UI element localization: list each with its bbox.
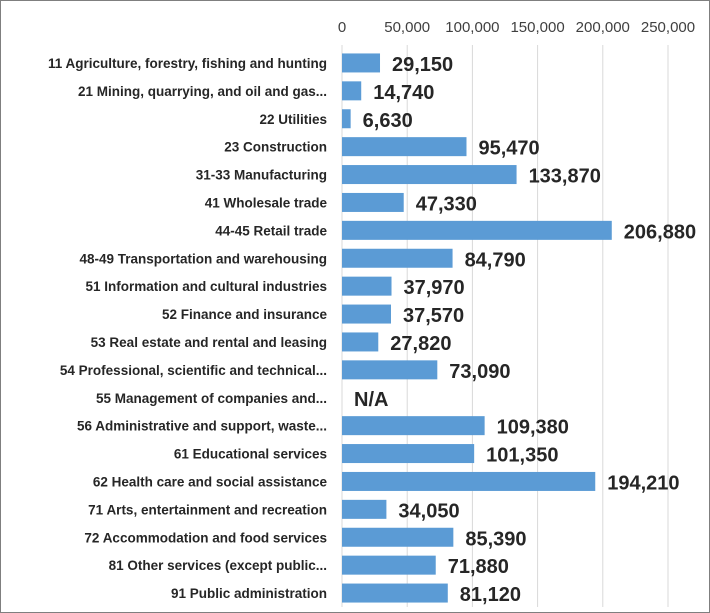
data-label: 109,380: [497, 417, 569, 439]
category-label: 62 Health care and social assistance: [93, 474, 328, 489]
category-label: 48-49 Transportation and warehousing: [79, 251, 327, 266]
x-tick-label: 200,000: [576, 19, 630, 36]
x-tick-label: 150,000: [510, 19, 564, 36]
bar: [342, 165, 517, 185]
category-label: 41 Wholesale trade: [205, 195, 328, 210]
data-label: 206,880: [624, 221, 696, 243]
category-label: 11 Agriculture, forestry, fishing and hu…: [48, 56, 327, 71]
bars: [342, 53, 612, 603]
category-label: 55 Management of companies and...: [96, 391, 327, 406]
data-label: N/A: [354, 389, 388, 411]
data-label: 81,120: [460, 584, 521, 606]
category-label: 52 Finance and insurance: [162, 307, 328, 322]
bar: [342, 248, 453, 268]
bar: [342, 192, 404, 212]
data-labels: 29,150 14,740 6,630 95,470 133,870 47,330 206,…: [354, 54, 696, 606]
x-axis-ticks: 0 50,000 100,000 150,000 200,000 250,000: [338, 19, 695, 36]
category-labels: 11 Agriculture, forestry, fishing and hu…: [48, 56, 328, 601]
x-tick-label: 50,000: [384, 19, 430, 36]
category-label: 44-45 Retail trade: [215, 223, 327, 238]
data-label: 27,820: [390, 333, 451, 355]
category-label: 91 Public administration: [171, 586, 327, 601]
data-label: 194,210: [607, 472, 679, 494]
bar: [342, 137, 467, 157]
data-label: 73,090: [449, 361, 510, 383]
bar: [342, 360, 438, 380]
x-tick-label: 250,000: [641, 19, 695, 36]
data-label: 34,050: [398, 500, 459, 522]
x-tick-label: 0: [338, 19, 346, 36]
category-label: 72 Accommodation and food services: [84, 530, 327, 545]
data-label: 133,870: [529, 166, 601, 188]
bar: [342, 81, 362, 101]
bar: [342, 499, 387, 519]
category-label: 71 Arts, entertainment and recreation: [88, 502, 327, 517]
gridlines: [406, 45, 669, 607]
data-label: 29,150: [392, 54, 453, 76]
category-label: 81 Other services (except public...: [109, 558, 327, 573]
data-label: 101,350: [486, 445, 558, 467]
category-label: 53 Real estate and rental and leasing: [91, 335, 327, 350]
bar: [342, 276, 392, 296]
data-label: 47,330: [416, 193, 477, 215]
bar: [342, 416, 485, 436]
data-label: 37,970: [404, 277, 465, 299]
data-label: 95,470: [478, 138, 539, 160]
data-label: 84,790: [465, 249, 526, 271]
bar: [342, 304, 391, 324]
bar: [342, 332, 379, 352]
category-label: 51 Information and cultural industries: [85, 279, 327, 294]
category-label: 31-33 Manufacturing: [196, 168, 327, 183]
bar: [342, 555, 436, 575]
bar: [342, 220, 612, 240]
category-label: 22 Utilities: [259, 112, 327, 127]
category-label: 56 Administrative and support, waste...: [77, 419, 327, 434]
bar: [342, 583, 448, 603]
category-label: 21 Mining, quarrying, and oil and gas...: [78, 84, 327, 99]
data-label: 71,880: [448, 556, 509, 578]
category-label: 23 Construction: [224, 140, 327, 155]
bar: [342, 471, 596, 491]
bar: [342, 109, 351, 129]
bar: [342, 444, 475, 464]
x-tick-label: 100,000: [445, 19, 499, 36]
data-label: 14,740: [373, 82, 434, 104]
category-label: 54 Professional, scientific and technica…: [60, 363, 327, 378]
data-label: 6,630: [363, 110, 413, 132]
data-label: 37,570: [403, 305, 464, 327]
data-label: 85,390: [465, 528, 526, 550]
category-label: 61 Educational services: [174, 447, 327, 462]
bar: [342, 527, 454, 547]
bar: [342, 53, 381, 73]
